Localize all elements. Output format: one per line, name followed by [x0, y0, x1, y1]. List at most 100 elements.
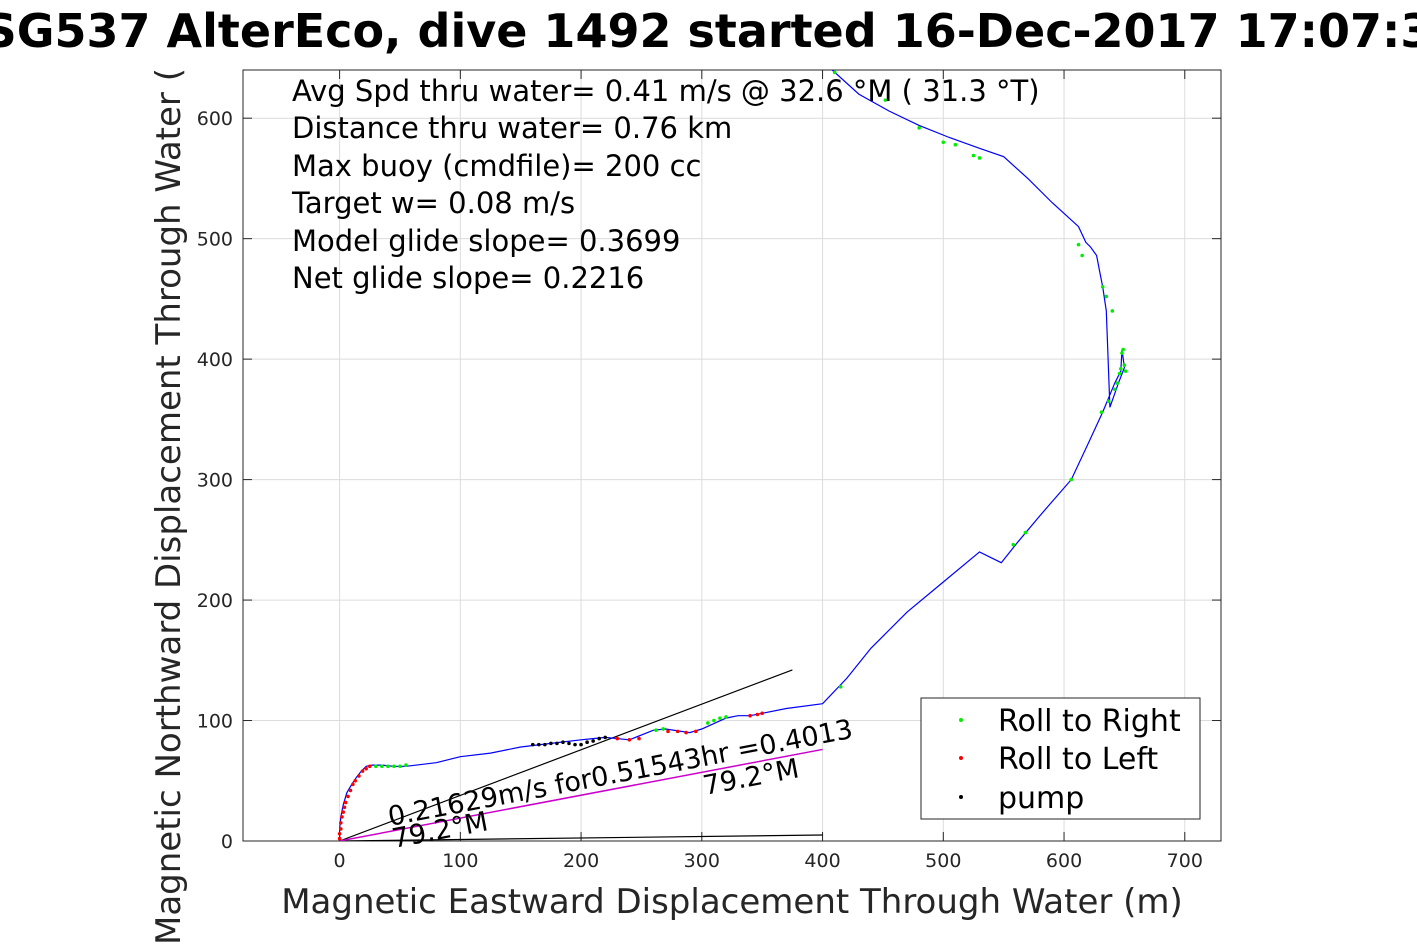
- roll-right-point: [374, 764, 378, 769]
- roll-left-point: [675, 729, 680, 734]
- roll-right-point: [380, 764, 384, 769]
- roll-left-point: [760, 711, 764, 716]
- roll-right-point: [706, 721, 710, 725]
- y-tick-label: 300: [197, 470, 233, 492]
- target-w-annotation: Target w= 0.08 m/s: [291, 186, 575, 220]
- pump-point: [597, 736, 601, 741]
- roll-left-point: [351, 782, 355, 787]
- y-tick-label: 600: [197, 108, 233, 130]
- legend-pump-label: pump: [998, 781, 1084, 816]
- max-buoy-annotation: Max buoy (cmdfile)= 200 cc: [292, 149, 701, 183]
- x-tick-label: 200: [563, 850, 599, 872]
- legend-roll-left-label: Roll to Left: [998, 742, 1158, 777]
- y-tick-label: 100: [197, 711, 233, 733]
- roll-right-point: [404, 763, 408, 767]
- roll-left-point: [755, 712, 760, 717]
- legend-roll-right-label: Roll to Right: [998, 704, 1181, 739]
- roll-right-point: [953, 142, 958, 147]
- roll-right-point: [1023, 530, 1028, 535]
- roll-right-point: [1099, 410, 1104, 414]
- grid-lines: [243, 70, 1221, 842]
- legend-box: [920, 697, 1201, 820]
- x-tick-label: 600: [1046, 850, 1082, 872]
- y-tick-label: 200: [197, 590, 233, 612]
- roll-left-point: [343, 800, 348, 805]
- plot-area-frame: [242, 69, 1222, 842]
- roll-right-point: [392, 764, 396, 769]
- roll-right-point: [1104, 294, 1109, 299]
- roll-right-point: [654, 728, 658, 732]
- roll-left-point: [348, 788, 353, 793]
- x-tick-label: 0: [334, 850, 346, 872]
- x-tick-label: 700: [1167, 850, 1203, 872]
- net-glide-annotation: Net glide slope= 0.2216: [292, 261, 644, 295]
- roll-left-point: [637, 736, 641, 741]
- legend-roll-right-marker: [959, 718, 963, 722]
- roll-left-point: [346, 794, 350, 799]
- roll-left-point: [364, 766, 368, 771]
- roll-left-point: [367, 764, 372, 769]
- pump-point: [537, 742, 541, 747]
- roll-right-point: [941, 140, 946, 145]
- roll-right-point: [1069, 477, 1074, 482]
- x-axis-label: Magnetic Eastward Displacement Through W…: [281, 882, 1183, 922]
- data-layer: [337, 70, 1128, 841]
- pump-point: [543, 742, 547, 747]
- current-vector-line: [339, 748, 823, 841]
- roll-right-point: [1115, 381, 1119, 386]
- roll-right-point: [712, 718, 716, 723]
- roll-right-point: [724, 715, 728, 719]
- roll-left-point: [748, 713, 752, 718]
- roll-left-point: [357, 774, 361, 778]
- pump-point: [585, 740, 589, 745]
- pump-point: [591, 739, 595, 743]
- roll-right-point: [1110, 309, 1115, 313]
- roll-right-point: [1011, 542, 1016, 547]
- roll-left-point: [693, 729, 698, 734]
- y-axis-label: Magnetic Northward Displacement Through …: [149, 68, 189, 945]
- roll-right-point: [1106, 399, 1111, 404]
- stats-annotations: Avg Spd thru water= 0.41 m/s @ 32.6 °M (…: [291, 74, 1040, 295]
- roll-right-point: [1100, 285, 1105, 289]
- roll-right-point: [718, 716, 722, 720]
- legend: Roll to Right Roll to Left pump: [920, 697, 1201, 820]
- roll-left-point: [684, 730, 688, 735]
- x-tick-label: 500: [925, 850, 961, 872]
- x-tick-label: 100: [442, 850, 478, 872]
- roll-right-point: [1112, 387, 1117, 392]
- roll-left-point: [666, 729, 670, 734]
- pump-point: [530, 742, 535, 747]
- glider-track-line: [339, 70, 1126, 841]
- legend-pump-marker: [959, 795, 963, 799]
- roll-right-point: [977, 156, 982, 160]
- pump-point: [579, 742, 583, 747]
- y-tick-label: 0: [221, 831, 233, 853]
- roll-right-point: [917, 126, 921, 130]
- roll-right-point: [1120, 351, 1124, 355]
- y-tick-labels: 0 100 200 300 400 500 600: [197, 108, 233, 853]
- y-tick-label: 500: [197, 229, 233, 251]
- glide-slope-line: [339, 669, 793, 841]
- roll-right-point: [386, 764, 390, 769]
- chart-title: SG537 AlterEco, dive 1492 started 16-Dec…: [0, 4, 1417, 58]
- roll-left-point: [615, 736, 620, 741]
- x-tick-labels: 0 100 200 300 400 500 600 700: [334, 850, 1203, 872]
- roll-right-point: [838, 685, 843, 689]
- roll-right-point: [883, 98, 888, 102]
- x-tick-label: 400: [804, 850, 840, 872]
- roll-left-point: [337, 831, 342, 836]
- pump-point: [603, 735, 608, 740]
- roll-left-point: [339, 821, 343, 825]
- legend-roll-left-marker: [959, 756, 963, 760]
- x-tick-label: 300: [684, 850, 720, 872]
- roll-left-point: [360, 769, 365, 773]
- pump-point: [573, 742, 577, 747]
- roll-left-point: [341, 810, 346, 814]
- roll-right-point: [1118, 366, 1123, 371]
- pump-point: [555, 741, 559, 746]
- roll-right-point: [1123, 369, 1128, 373]
- roll-right-point: [1117, 371, 1122, 376]
- model-glide-annotation: Model glide slope= 0.3699: [292, 224, 680, 258]
- roll-left-point: [337, 836, 342, 841]
